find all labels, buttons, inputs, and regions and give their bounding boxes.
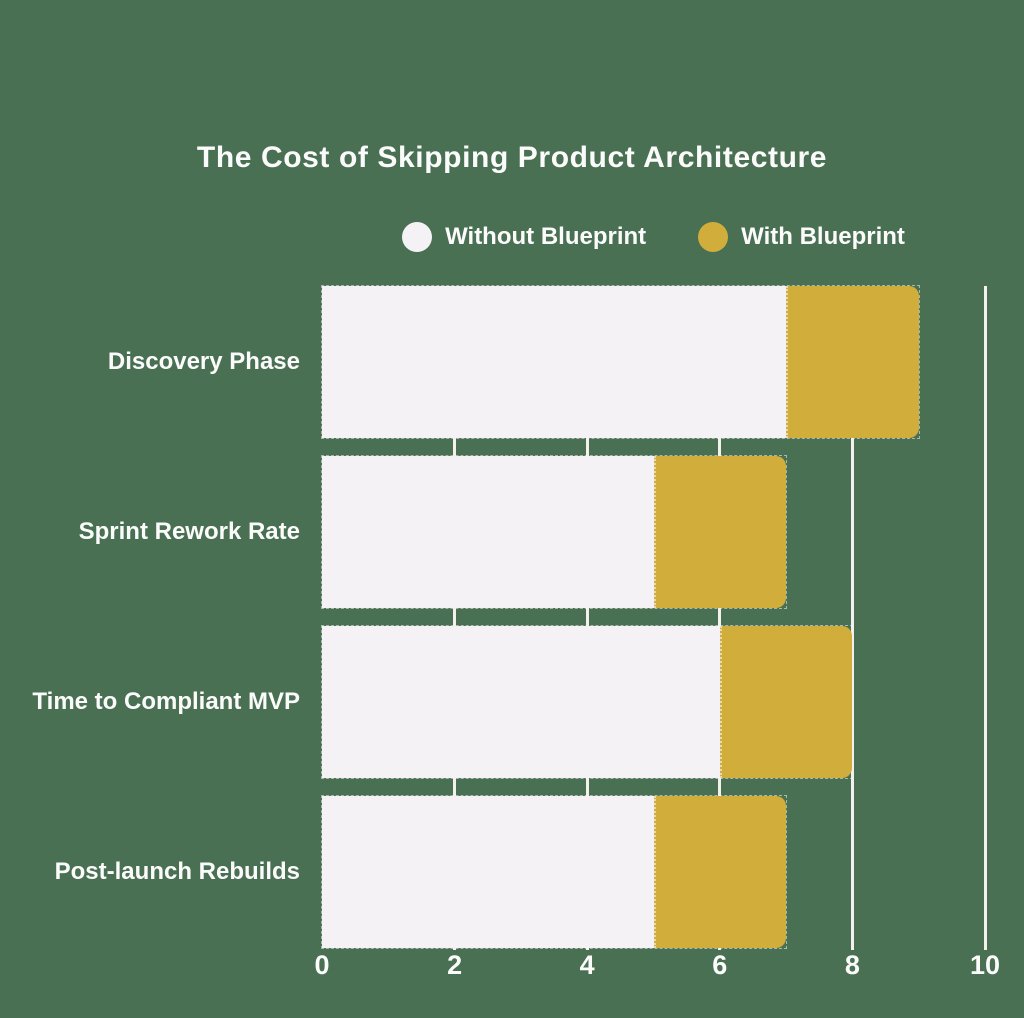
legend-label: Without Blueprint <box>445 223 647 250</box>
gridline-x-6 <box>718 286 722 950</box>
category-label: Sprint Rework Rate <box>78 518 300 545</box>
bar-row <box>320 795 788 949</box>
bar-row <box>320 455 788 609</box>
category-label: Discovery Phase <box>107 348 300 375</box>
x-axis-tick-label: 4 <box>579 950 595 980</box>
bar-segment-without-blueprint <box>322 456 654 608</box>
bar-segment-without-blueprint <box>322 626 720 778</box>
legend-label: With Blueprint <box>741 223 905 250</box>
bar-row <box>320 625 854 779</box>
x-axis-tick-label: 6 <box>712 950 728 980</box>
x-axis-tick-label: 10 <box>969 950 1001 980</box>
x-axis-tick-label: 8 <box>844 950 860 980</box>
legend-circle-icon <box>402 222 433 252</box>
x-axis-tick-label: 0 <box>314 950 330 980</box>
category-label: Post-launch Rebuilds <box>54 858 300 885</box>
chart-title: The Cost of Skipping Product Architectur… <box>196 141 828 174</box>
bar-segment-with-blueprint <box>786 286 919 438</box>
category-label: Time to Compliant MVP <box>32 688 300 715</box>
legend-item-without-blueprint: Without Blueprint <box>402 222 646 252</box>
gridline-x-10 <box>983 286 987 950</box>
bar-segment-with-blueprint <box>653 796 787 948</box>
gridline-x-4 <box>585 286 589 950</box>
bar-row <box>321 285 920 439</box>
bar-segment-with-blueprint <box>653 456 787 608</box>
legend-item-with-blueprint: With Blueprint <box>698 222 905 252</box>
bar-segment-without-blueprint <box>322 796 654 948</box>
legend-circle-icon <box>698 222 729 252</box>
bar-segment-without-blueprint <box>322 286 787 438</box>
gridline-x-2 <box>453 286 457 950</box>
legend: Without Blueprint With Blueprint <box>322 222 985 252</box>
plot-area <box>320 285 987 950</box>
gridline-x-8 <box>850 286 854 950</box>
x-axis-tick-label: 2 <box>447 950 463 980</box>
bar-segment-with-blueprint <box>719 626 853 778</box>
